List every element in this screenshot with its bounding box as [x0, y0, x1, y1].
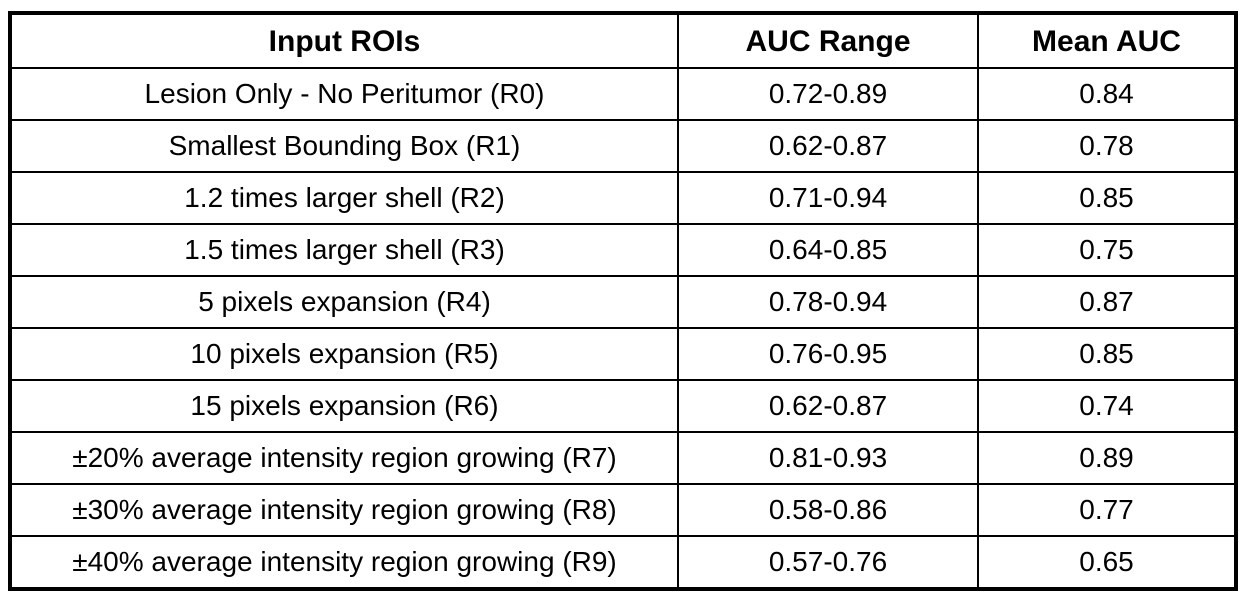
auc-range-cell: 0.64-0.85	[677, 223, 979, 277]
roi-cell: 15 pixels expansion (R6)	[9, 379, 679, 433]
table-row: 1.5 times larger shell (R3) 0.64-0.85 0.…	[9, 223, 1237, 277]
roi-cell: ±40% average intensity region growing (R…	[9, 535, 679, 590]
roi-cell: Smallest Bounding Box (R1)	[9, 119, 679, 173]
mean-auc-cell: 0.85	[977, 327, 1237, 381]
roi-auc-table: Input ROIs AUC Range Mean AUC Lesion Onl…	[8, 11, 1238, 591]
table-row: ±40% average intensity region growing (R…	[9, 535, 1237, 590]
mean-auc-cell: 0.74	[977, 379, 1237, 433]
roi-cell: ±20% average intensity region growing (R…	[9, 431, 679, 485]
mean-auc-cell: 0.85	[977, 171, 1237, 225]
table-row: 5 pixels expansion (R4) 0.78-0.94 0.87	[9, 275, 1237, 329]
auc-range-cell: 0.76-0.95	[677, 327, 979, 381]
roi-cell: ±30% average intensity region growing (R…	[9, 483, 679, 537]
mean-auc-cell: 0.78	[977, 119, 1237, 173]
roi-cell: 1.2 times larger shell (R2)	[9, 171, 679, 225]
column-header-input-rois: Input ROIs	[9, 12, 679, 69]
auc-range-cell: 0.78-0.94	[677, 275, 979, 329]
mean-auc-cell: 0.77	[977, 483, 1237, 537]
table-row: 15 pixels expansion (R6) 0.62-0.87 0.74	[9, 379, 1237, 433]
auc-range-cell: 0.57-0.76	[677, 535, 979, 590]
table-row: 1.2 times larger shell (R2) 0.71-0.94 0.…	[9, 171, 1237, 225]
table-row: Smallest Bounding Box (R1) 0.62-0.87 0.7…	[9, 119, 1237, 173]
roi-cell: 1.5 times larger shell (R3)	[9, 223, 679, 277]
table-row: Lesion Only - No Peritumor (R0) 0.72-0.8…	[9, 67, 1237, 121]
roi-cell: 5 pixels expansion (R4)	[9, 275, 679, 329]
table-row: 10 pixels expansion (R5) 0.76-0.95 0.85	[9, 327, 1237, 381]
table-header-row: Input ROIs AUC Range Mean AUC	[9, 12, 1237, 69]
table-row: ±30% average intensity region growing (R…	[9, 483, 1237, 537]
mean-auc-cell: 0.87	[977, 275, 1237, 329]
table-row: ±20% average intensity region growing (R…	[9, 431, 1237, 485]
mean-auc-cell: 0.84	[977, 67, 1237, 121]
auc-range-cell: 0.62-0.87	[677, 119, 979, 173]
roi-cell: 10 pixels expansion (R5)	[9, 327, 679, 381]
column-header-auc-range: AUC Range	[677, 12, 979, 69]
auc-range-cell: 0.71-0.94	[677, 171, 979, 225]
auc-range-cell: 0.72-0.89	[677, 67, 979, 121]
auc-range-cell: 0.81-0.93	[677, 431, 979, 485]
auc-range-cell: 0.62-0.87	[677, 379, 979, 433]
mean-auc-cell: 0.75	[977, 223, 1237, 277]
column-header-mean-auc: Mean AUC	[977, 12, 1237, 69]
mean-auc-cell: 0.89	[977, 431, 1237, 485]
auc-range-cell: 0.58-0.86	[677, 483, 979, 537]
roi-cell: Lesion Only - No Peritumor (R0)	[9, 67, 679, 121]
mean-auc-cell: 0.65	[977, 535, 1237, 590]
